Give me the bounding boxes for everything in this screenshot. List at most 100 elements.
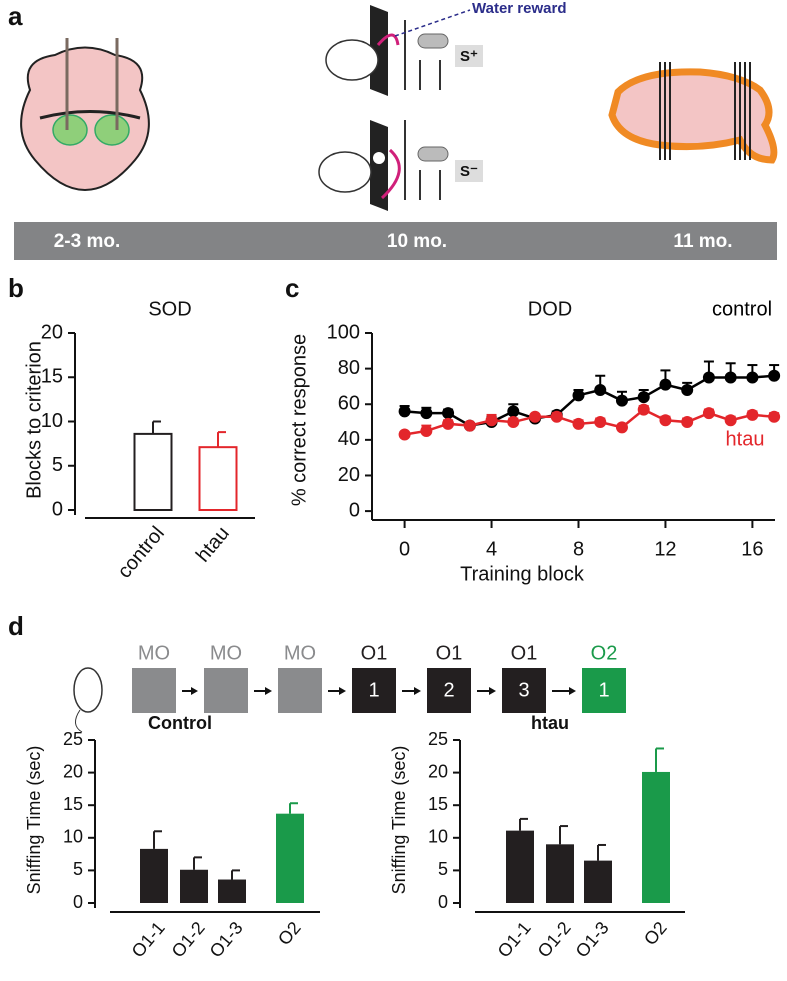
- bar: [642, 771, 670, 903]
- bar: [140, 848, 168, 903]
- brain-coronal: [20, 38, 150, 192]
- bar: [546, 844, 574, 903]
- x-axis-label: Training block: [460, 563, 585, 585]
- x-tick-label: 0: [399, 538, 410, 560]
- point: [768, 410, 781, 423]
- arrow-head: [265, 687, 272, 695]
- point: [442, 417, 455, 430]
- point: [637, 391, 650, 404]
- point: [615, 421, 628, 434]
- sequence-box: [582, 668, 626, 713]
- sequence-number: 1: [368, 679, 379, 701]
- point: [594, 383, 607, 396]
- y-tick-label: 60: [338, 393, 360, 415]
- bar: [218, 879, 246, 903]
- point: [550, 410, 563, 423]
- point: [746, 408, 759, 421]
- sequence-box: [204, 668, 248, 713]
- x-tick-label: 8: [573, 538, 584, 560]
- bar: [506, 830, 534, 903]
- timeline-label: 10 mo.: [387, 231, 447, 252]
- point: [659, 414, 672, 427]
- series-label: control: [712, 298, 772, 320]
- point: [420, 407, 433, 420]
- y-tick-label: 0: [73, 892, 83, 912]
- y-tick-label: 0: [52, 498, 63, 520]
- x-tick-label: 4: [486, 538, 497, 560]
- panel-label: d: [8, 611, 24, 641]
- y-tick-label: 20: [41, 321, 63, 343]
- sequence-box: [427, 668, 471, 713]
- sequence-box: [132, 668, 176, 713]
- timeline-bar: [14, 222, 777, 260]
- x-tick-label: 12: [654, 538, 676, 560]
- bar: [180, 869, 208, 903]
- point: [594, 416, 607, 429]
- bar: [276, 813, 304, 903]
- sequence-label: MO: [138, 642, 170, 664]
- arrow-head: [191, 687, 198, 695]
- arrow-head: [569, 687, 576, 695]
- panel-label: c: [285, 273, 299, 303]
- point: [724, 371, 737, 384]
- sequence-label: O1: [361, 642, 388, 664]
- sequence-box: [352, 668, 396, 713]
- reward-label: Water reward: [472, 0, 566, 17]
- y-tick-label: 15: [63, 794, 83, 814]
- y-tick-label: 5: [52, 454, 63, 476]
- point: [768, 369, 781, 382]
- point: [702, 371, 715, 384]
- y-tick-label: 0: [349, 499, 360, 521]
- point: [529, 410, 542, 423]
- point: [507, 416, 520, 429]
- y-tick-label: 10: [41, 410, 63, 432]
- timeline-label: 11 mo.: [673, 231, 732, 252]
- sequence-box: [502, 668, 546, 713]
- arrow-head: [489, 687, 496, 695]
- point: [724, 414, 737, 427]
- point: [702, 407, 715, 420]
- point: [442, 407, 455, 420]
- point: [463, 419, 476, 432]
- sequence-box: [278, 668, 322, 713]
- point: [420, 424, 433, 437]
- y-tick-label: 10: [428, 827, 448, 847]
- sequence-number: 2: [443, 679, 454, 701]
- y-axis-label: Sniffing Time (sec): [389, 746, 409, 895]
- bar: [198, 446, 238, 512]
- y-tick-label: 100: [327, 321, 360, 343]
- point: [572, 389, 585, 402]
- timeline-label: 2-3 mo.: [54, 231, 121, 252]
- y-tick-label: 20: [338, 464, 360, 486]
- chart-title: SOD: [148, 298, 191, 320]
- sequence-label: O1: [511, 642, 538, 664]
- point: [398, 405, 411, 418]
- stimulus-label: S⁺: [460, 48, 478, 65]
- y-tick-label: 40: [338, 428, 360, 450]
- point: [681, 383, 694, 396]
- mouse-s-minus: [318, 120, 483, 211]
- y-tick-label: 5: [438, 859, 448, 879]
- sequence-label: MO: [210, 642, 242, 664]
- stimulus-label: S⁻: [460, 163, 478, 180]
- arrow-head: [339, 687, 346, 695]
- y-axis-label: Sniffing Time (sec): [24, 746, 44, 895]
- point: [507, 405, 520, 418]
- y-tick-label: 25: [428, 729, 448, 749]
- point: [746, 371, 759, 384]
- y-tick-label: 10: [63, 827, 83, 847]
- point: [572, 417, 585, 430]
- brain-sagittal: [608, 62, 778, 164]
- point: [398, 428, 411, 441]
- sequence-number: 3: [518, 679, 529, 701]
- point: [681, 416, 694, 429]
- sequence-mouse: [73, 667, 103, 733]
- sequence-label: O2: [591, 642, 618, 664]
- point: [637, 403, 650, 416]
- sequence-number: 1: [598, 679, 609, 701]
- sequence-label: MO: [284, 642, 316, 664]
- sequence-label: O1: [436, 642, 463, 664]
- mouse-s-plus: [325, 5, 483, 96]
- x-tick-label: 16: [741, 538, 763, 560]
